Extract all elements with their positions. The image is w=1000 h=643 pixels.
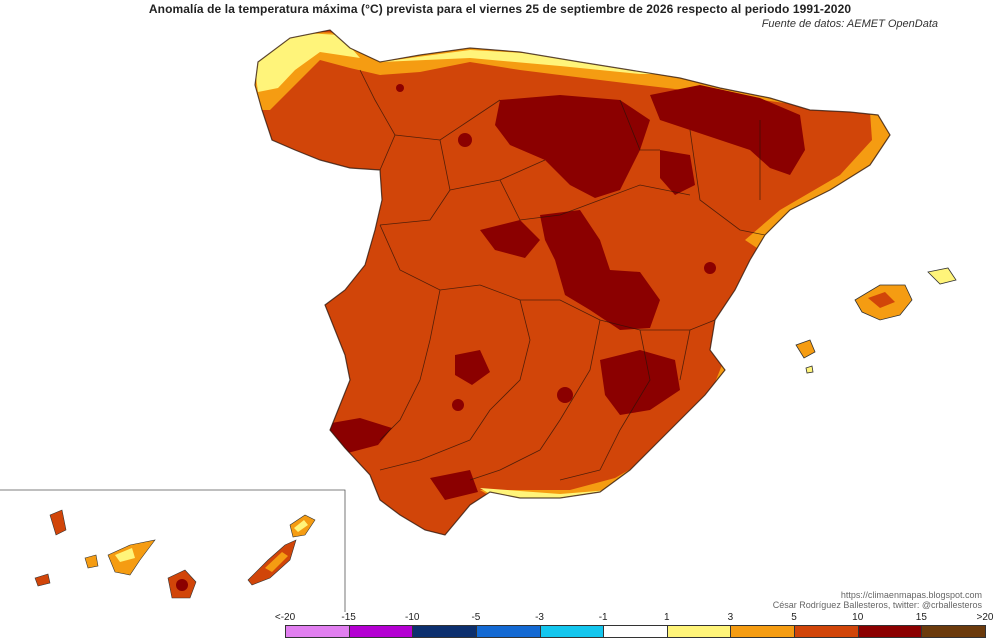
legend-color-swatch <box>921 625 986 638</box>
legend-tick-label: -1 <box>598 612 608 623</box>
legend-tick-label: 15 <box>915 612 927 623</box>
legend-tick-label: <-20 <box>274 612 296 623</box>
hot-spot <box>557 387 573 403</box>
legend-tick-label: -15 <box>341 612 356 623</box>
legend-color-swatch <box>857 625 923 638</box>
el-hierro <box>34 573 51 587</box>
hot-spot <box>458 133 472 147</box>
fuerteventura-warm-area <box>265 552 288 572</box>
legend-tick-label: 5 <box>791 612 797 623</box>
la-gomera <box>84 554 99 569</box>
menorca <box>927 267 957 285</box>
legend-color-swatch <box>603 625 668 638</box>
legend-tick-label: -3 <box>535 612 544 623</box>
legend-tick-label: -10 <box>405 612 420 623</box>
madrid-hot-spot <box>480 220 540 258</box>
iberian-peninsula <box>255 30 890 535</box>
balearic-islands <box>795 267 957 374</box>
andalusia-hot-spot <box>430 470 478 500</box>
legend-color-swatch <box>348 625 414 638</box>
ibiza <box>795 339 816 359</box>
aragon-hot-spot <box>660 150 695 195</box>
legend-color-swatch <box>730 625 796 638</box>
legend-color-swatch <box>794 625 859 638</box>
castile-hot-area <box>495 95 650 198</box>
gran-canaria-hot-spot <box>176 579 188 591</box>
author-credit: César Rodríguez Ballesteros, twitter: @c… <box>772 600 982 610</box>
legend-tick-label: -5 <box>471 612 481 623</box>
canary-islands-inset <box>0 489 346 612</box>
map-title: Anomalía de la temperatura máxima (°C) p… <box>148 2 852 16</box>
southeast-hot-area <box>600 350 680 415</box>
la-palma <box>49 509 67 536</box>
color-legend: <-20 -15 -10 -5 -3 -1 1 3 5 10 15 >20 <box>0 612 1000 643</box>
legend-color-swatch <box>666 625 732 638</box>
hot-spot <box>452 399 464 411</box>
tenerife-mild-area <box>115 548 135 562</box>
blog-link[interactable]: https://climaenmapas.blogspot.com <box>840 590 982 600</box>
lanzarote-mild-area <box>294 520 308 532</box>
legend-tick-label: 10 <box>852 612 864 623</box>
inset-frame <box>0 489 346 612</box>
formentera <box>805 365 814 374</box>
legend-tick-label: 3 <box>727 612 734 623</box>
credits: https://climaenmapas.blogspot.com César … <box>773 590 982 610</box>
hot-spot <box>396 84 404 92</box>
legend-tick-label: 1 <box>664 612 670 623</box>
mallorca-hot-area <box>868 292 895 308</box>
legend-color-swatch <box>475 625 541 638</box>
legend-color-swatch <box>539 625 605 638</box>
temperature-anomaly-map <box>0 29 957 612</box>
legend-tick-label: >20 <box>976 612 994 623</box>
region-borders <box>254 29 891 536</box>
legend-color-swatch <box>412 625 477 638</box>
data-source: Fuente de datos: AEMET OpenData <box>761 18 938 30</box>
legend-color-swatch <box>285 625 350 638</box>
central-hot-area <box>540 210 660 330</box>
hot-spot <box>704 262 716 274</box>
ebro-hot-area <box>650 85 805 175</box>
extremadura-hot-spot <box>455 350 490 385</box>
